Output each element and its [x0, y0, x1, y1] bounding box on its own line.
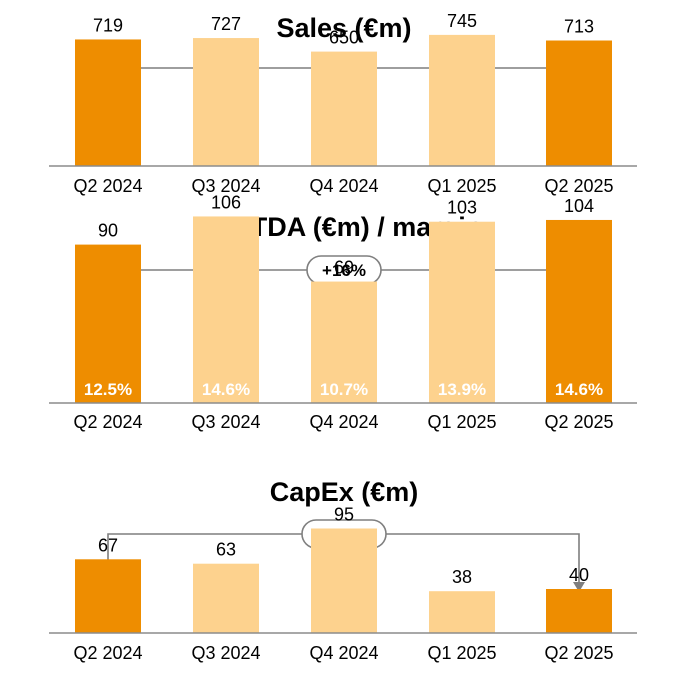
value-label-2-4: 40	[569, 565, 589, 585]
category-label-1-2: Q4 2024	[309, 412, 378, 432]
bar-1-2	[311, 281, 377, 403]
category-label-0-4: Q2 2025	[544, 176, 613, 196]
category-label-0-0: Q2 2024	[73, 176, 142, 196]
chart-title-2: CapEx (€m)	[270, 477, 419, 507]
change-label-1: +16%	[322, 261, 366, 280]
value-label-1-3: 103	[447, 198, 477, 218]
margin-label-1-0: 12.5%	[84, 380, 132, 399]
category-label-0-3: Q1 2025	[427, 176, 496, 196]
bar-2-0	[75, 559, 141, 633]
category-label-0-2: Q4 2024	[309, 176, 378, 196]
margin-label-1-2: 10.7%	[320, 380, 368, 399]
bar-0-4	[546, 40, 612, 166]
value-label-1-2: 69	[334, 258, 354, 278]
value-label-0-4: 713	[564, 17, 594, 37]
bar-1-4	[546, 219, 612, 403]
bar-1-1	[193, 216, 259, 403]
category-label-2-3: Q1 2025	[427, 643, 496, 663]
margin-label-1-4: 14.6%	[555, 380, 603, 399]
category-label-2-0: Q2 2024	[73, 643, 142, 663]
margin-label-1-3: 13.9%	[438, 380, 486, 399]
category-label-1-1: Q3 2024	[191, 412, 260, 432]
value-label-1-1: 106	[211, 192, 241, 212]
bar-0-2	[311, 51, 377, 166]
value-label-0-2: 650	[329, 28, 359, 48]
value-label-2-0: 67	[98, 535, 118, 555]
value-label-0-1: 727	[211, 14, 241, 34]
category-label-2-2: Q4 2024	[309, 643, 378, 663]
value-label-2-1: 63	[216, 540, 236, 560]
bar-0-0	[75, 39, 141, 166]
value-label-0-3: 745	[447, 11, 477, 31]
category-label-2-1: Q3 2024	[191, 643, 260, 663]
category-label-0-1: Q3 2024	[191, 176, 260, 196]
bar-1-3	[429, 221, 495, 403]
bar-2-1	[193, 563, 259, 633]
bar-2-4	[546, 589, 612, 633]
category-label-2-4: Q2 2025	[544, 643, 613, 663]
margin-label-1-1: 14.6%	[202, 380, 250, 399]
value-label-2-3: 38	[452, 567, 472, 587]
value-label-0-0: 719	[93, 15, 123, 35]
value-label-1-0: 90	[98, 221, 118, 241]
bar-1-0	[75, 244, 141, 403]
category-label-1-4: Q2 2025	[544, 412, 613, 432]
category-label-1-0: Q2 2024	[73, 412, 142, 432]
bar-0-3	[429, 34, 495, 166]
change-arrow-2	[573, 582, 585, 592]
category-label-1-3: Q1 2025	[427, 412, 496, 432]
bar-2-3	[429, 591, 495, 633]
bar-2-2	[311, 528, 377, 633]
value-label-1-4: 104	[564, 196, 594, 216]
chart-title-0: Sales (€m)	[276, 13, 411, 43]
value-label-2-2: 95	[334, 505, 354, 525]
bar-0-1	[193, 38, 259, 166]
